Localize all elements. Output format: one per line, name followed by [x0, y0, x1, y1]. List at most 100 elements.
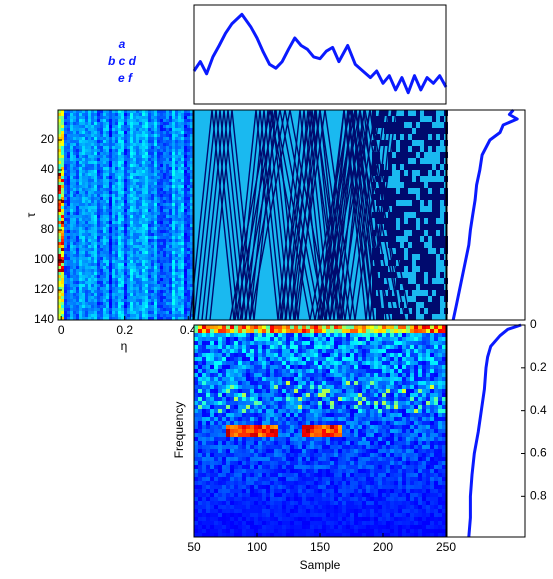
heatmap-cell	[194, 369, 198, 373]
heatmap-cell	[73, 161, 76, 164]
heatmap-cell	[163, 227, 166, 230]
heatmap-cell	[254, 493, 258, 497]
heatmap-cell	[130, 275, 133, 278]
heatmap-cell	[226, 405, 230, 409]
heatmap-cell	[88, 233, 91, 236]
heatmap-cell	[130, 248, 133, 251]
heatmap-cell	[70, 224, 73, 227]
heatmap-cell	[142, 305, 145, 308]
heatmap-cell	[166, 161, 169, 164]
heatmap-cell	[278, 481, 282, 485]
heatmap-cell	[175, 200, 178, 203]
heatmap-cell	[82, 272, 85, 275]
pattern-cell	[400, 218, 404, 224]
heatmap-cell	[198, 513, 202, 517]
heatmap-cell	[145, 146, 148, 149]
pattern-cell	[432, 170, 436, 176]
heatmap-cell	[230, 501, 234, 505]
heatmap-cell	[64, 302, 67, 305]
heatmap-cell	[145, 257, 148, 260]
heatmap-cell	[73, 155, 76, 158]
heatmap-cell	[139, 170, 142, 173]
heatmap-cell	[210, 513, 214, 517]
heatmap-cell	[61, 281, 64, 284]
heatmap-cell	[139, 149, 142, 152]
heatmap-cell	[266, 497, 270, 501]
heatmap-cell	[112, 272, 115, 275]
heatmap-cell	[198, 405, 202, 409]
heatmap-cell	[160, 290, 163, 293]
heatmap-cell	[238, 345, 242, 349]
heatmap-cell	[133, 161, 136, 164]
pattern-cell	[428, 284, 432, 290]
pattern-cell	[436, 212, 440, 218]
heatmap-cell	[88, 215, 91, 218]
heatmap-cell	[148, 134, 151, 137]
heatmap-cell	[79, 266, 82, 269]
heatmap-cell	[190, 188, 193, 191]
heatmap-cell	[67, 218, 70, 221]
heatmap-cell	[73, 311, 76, 314]
heatmap-cell	[85, 311, 88, 314]
heatmap-cell	[61, 146, 64, 149]
heatmap-cell	[286, 477, 290, 481]
heatmap-cell	[70, 110, 73, 113]
heatmap-cell	[163, 224, 166, 227]
pattern-cell	[420, 134, 424, 140]
heatmap-cell	[175, 230, 178, 233]
heatmap-cell	[184, 221, 187, 224]
heatmap-cell	[97, 227, 100, 230]
heatmap-cell	[187, 197, 190, 200]
heatmap-cell	[226, 369, 230, 373]
heatmap-cell	[230, 465, 234, 469]
heatmap-cell	[79, 236, 82, 239]
heatmap-cell	[82, 296, 85, 299]
heatmap-cell	[145, 152, 148, 155]
heatmap-cell	[172, 188, 175, 191]
heatmap-cell	[106, 206, 109, 209]
heatmap-cell	[112, 209, 115, 212]
pattern-cell	[436, 284, 440, 290]
heatmap-cell	[278, 365, 282, 369]
heatmap-cell	[262, 469, 266, 473]
heatmap-cell	[100, 188, 103, 191]
heatmap-cell	[266, 421, 270, 425]
heatmap-cell	[73, 221, 76, 224]
heatmap-cell	[133, 314, 136, 317]
heatmap-cell	[278, 461, 282, 465]
heatmap-cell	[136, 302, 139, 305]
pattern-cell	[420, 182, 424, 188]
heatmap-cell	[103, 287, 106, 290]
heatmap-cell	[226, 421, 230, 425]
heatmap-cell	[94, 206, 97, 209]
heatmap-cell	[163, 170, 166, 173]
heatmap-cell	[258, 437, 262, 441]
heatmap-cell	[290, 365, 294, 369]
heatmap-cell	[226, 349, 230, 353]
heatmap-cell	[210, 517, 214, 521]
heatmap-cell	[127, 248, 130, 251]
heatmap-cell	[103, 116, 106, 119]
heatmap-cell	[262, 417, 266, 421]
panel	[192, 4, 448, 105]
heatmap-cell	[262, 485, 266, 489]
heatmap-cell	[148, 197, 151, 200]
heatmap-cell	[82, 119, 85, 122]
heatmap-cell	[133, 248, 136, 251]
heatmap-cell	[139, 290, 142, 293]
heatmap-cell	[73, 173, 76, 176]
heatmap-cell	[210, 329, 214, 333]
heatmap-cell	[187, 272, 190, 275]
heatmap-cell	[286, 493, 290, 497]
heatmap-cell	[194, 521, 198, 525]
heatmap-cell	[64, 137, 67, 140]
heatmap-cell	[133, 197, 136, 200]
heatmap-cell	[82, 311, 85, 314]
heatmap-cell	[154, 128, 157, 131]
heatmap-cell	[121, 257, 124, 260]
heatmap-cell	[266, 449, 270, 453]
heatmap-cell	[198, 377, 202, 381]
heatmap-cell	[266, 505, 270, 509]
heatmap-cell	[91, 125, 94, 128]
pattern-cell	[376, 302, 380, 308]
